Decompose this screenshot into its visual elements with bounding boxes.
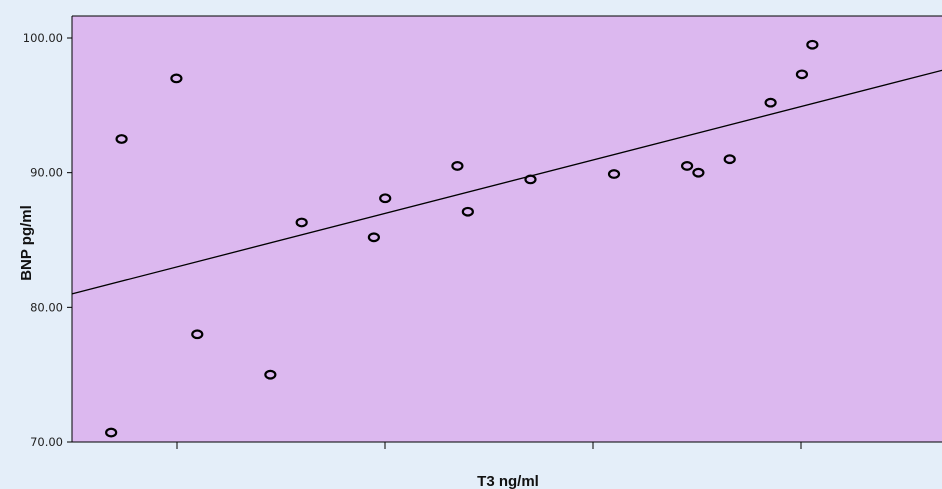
x-axis-title: T3 ng/ml [477, 473, 539, 489]
y-tick-label: 80.00 [30, 300, 63, 314]
y-tick-label: 90.00 [30, 166, 63, 180]
fit-line-layer [71, 69, 942, 295]
scatter-point [764, 97, 777, 108]
scatter-point [524, 174, 537, 185]
y-axis-ticks: 70.00 80.00 90.00 100.00 [23, 31, 72, 449]
scatter-point [105, 427, 118, 438]
scatter-point [367, 232, 380, 243]
scatter-point [379, 193, 392, 204]
y-tick-label: 100.00 [23, 31, 63, 45]
scatter-point [806, 39, 819, 50]
scatter-point [170, 73, 183, 84]
x-axis-ticks [176, 442, 802, 449]
regression-line [71, 69, 942, 295]
data-points [105, 39, 819, 438]
scatter-point [692, 167, 705, 178]
scatter-point [451, 161, 464, 171]
plot-area [72, 16, 942, 442]
scatter-point [295, 217, 308, 228]
scatter-point [795, 69, 809, 80]
y-tick-label: 70.00 [30, 435, 63, 449]
scatter-point [115, 134, 128, 144]
scatter-point [723, 154, 736, 165]
scatter-point [607, 169, 621, 179]
scatter-point [191, 329, 204, 340]
scatter-point [461, 206, 474, 217]
scatter-point [264, 369, 277, 380]
y-axis-title: BNP pg/ml [18, 205, 35, 281]
scatter-point [680, 161, 694, 171]
